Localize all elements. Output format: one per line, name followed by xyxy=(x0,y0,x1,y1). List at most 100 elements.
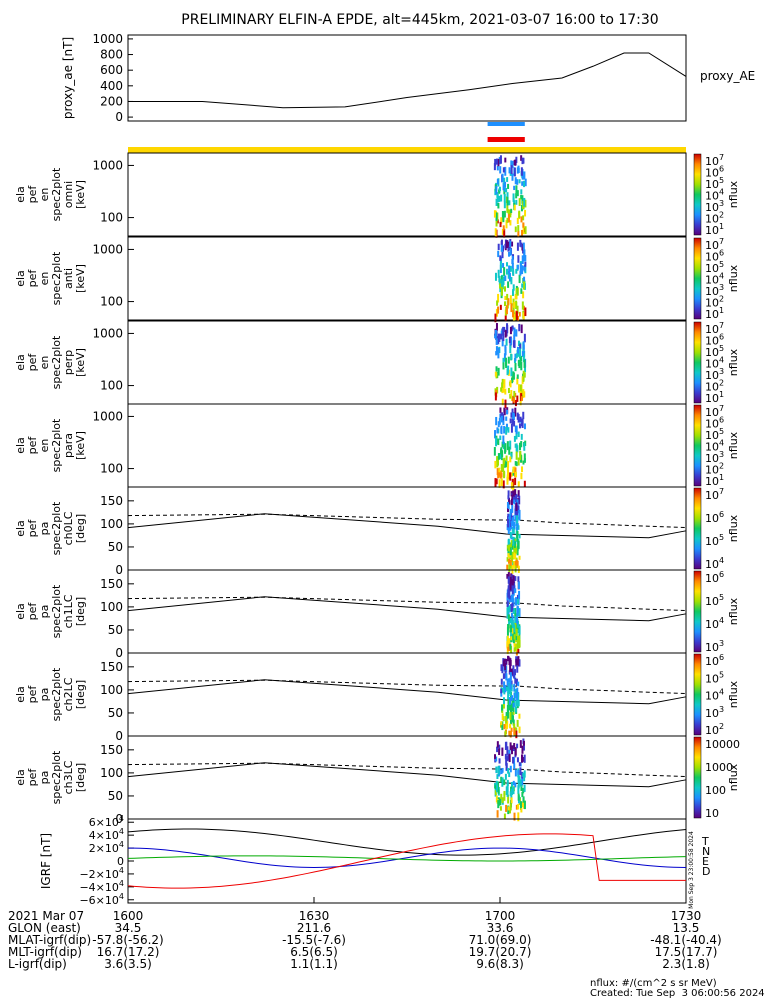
colorbar-tick-label: 106 xyxy=(705,570,724,585)
spectrogram-cell xyxy=(504,157,507,163)
spectrogram-cell xyxy=(501,713,504,721)
panel-ylabel-word: ch3LC xyxy=(62,760,75,794)
spectrogram-cell xyxy=(500,776,503,783)
panel-ytick-label: 100 xyxy=(100,683,123,697)
spectrogram-cell xyxy=(500,287,503,296)
spectrogram-cell xyxy=(517,225,520,232)
spectrogram-cell xyxy=(509,697,512,705)
panel-ylabel-word: ch1LC xyxy=(62,594,75,628)
spectrogram-cell xyxy=(502,716,505,722)
spectrogram-cell xyxy=(509,663,512,672)
igrf-legend-D: D xyxy=(702,865,710,878)
spectrogram-cell xyxy=(496,165,499,171)
spectrogram-cell xyxy=(506,611,509,619)
spectrogram-cell xyxy=(504,275,507,282)
proxy-ae-tick-label: 400 xyxy=(100,79,123,93)
spectrogram-cell xyxy=(522,291,525,299)
spectrogram-cell xyxy=(501,251,504,259)
colorbar-label: nflux xyxy=(727,680,740,708)
spectrogram-cell xyxy=(502,383,505,393)
spectrogram-cell xyxy=(493,447,496,456)
spectrogram-cell xyxy=(511,615,514,621)
anti-loss-cone-line xyxy=(127,762,687,778)
spectrogram-cell xyxy=(520,167,523,175)
spectrogram-cell xyxy=(511,602,514,611)
spectrogram-cell xyxy=(510,633,513,641)
igrf-N-series xyxy=(127,847,687,868)
spectrogram-cell xyxy=(504,730,507,737)
spectrogram-cell xyxy=(505,426,508,435)
spectrogram-cell xyxy=(511,593,514,601)
spectrogram-cell xyxy=(518,198,521,207)
spectrogram-cell xyxy=(516,346,519,354)
spectrogram-cell xyxy=(496,178,499,185)
spectrogram-cell xyxy=(523,276,526,282)
spectrogram-cell xyxy=(499,470,502,479)
spectrogram-cell xyxy=(509,531,512,539)
spectrogram-cell xyxy=(499,155,502,164)
spectrogram-cell xyxy=(522,281,525,290)
spectrogram-cell xyxy=(509,803,512,811)
spectrogram-cell xyxy=(510,612,513,617)
spectrogram-cell xyxy=(494,392,497,401)
spectrogram-cell xyxy=(511,668,514,677)
spectrogram-cell xyxy=(523,754,526,763)
spectrogram-cell xyxy=(503,813,506,820)
spectrogram-cell xyxy=(503,193,506,203)
spectrogram-cell xyxy=(515,634,518,641)
spectrogram-cell xyxy=(515,425,518,434)
spectrogram-cell xyxy=(509,547,512,556)
colorbar-tick-label: 101 xyxy=(705,473,724,488)
spectrogram-cell xyxy=(509,265,512,272)
spectrogram-cell xyxy=(522,227,525,235)
panel-ylabel-word: ela xyxy=(14,354,27,371)
spectrogram-cell xyxy=(522,740,525,746)
spectrogram-cell xyxy=(518,726,521,734)
spectrogram-cell xyxy=(523,197,526,207)
spectrogram-cell xyxy=(523,264,526,272)
spectrogram-cell xyxy=(509,617,512,623)
spectrogram-cell xyxy=(512,412,515,420)
spectrogram-cell xyxy=(520,204,523,212)
spectrogram-cell xyxy=(503,779,506,786)
spectrogram-cell xyxy=(496,774,499,779)
spectrogram-cell xyxy=(503,426,506,434)
spectrogram-cell xyxy=(522,460,525,465)
spectrogram-cell xyxy=(510,208,513,214)
spectrogram-cell xyxy=(512,313,515,322)
spectrogram-cell xyxy=(515,678,518,686)
spectrogram-cell xyxy=(507,806,510,811)
spectrogram-cell xyxy=(507,518,510,528)
spectrogram-cell xyxy=(499,255,502,261)
spectrogram-cell xyxy=(519,262,522,272)
spectrogram-cell xyxy=(515,547,518,554)
spectrogram-cell xyxy=(523,171,526,180)
spectrogram-cell xyxy=(509,456,512,463)
spectrogram-cell xyxy=(507,753,510,760)
panel-ylabel-word: ela xyxy=(14,437,27,454)
spectrogram-cell xyxy=(507,538,510,544)
spectrogram-cell xyxy=(524,261,527,267)
spectrogram-cell xyxy=(517,167,520,173)
colorbar xyxy=(693,321,702,404)
panel-ylabel-word: [keV] xyxy=(74,264,87,293)
spectrogram-cell xyxy=(516,598,519,604)
spectrogram-cell xyxy=(502,688,505,693)
colorbar-tick-label: 1000 xyxy=(705,761,733,774)
proxy-ae-series xyxy=(128,52,687,109)
colorbar xyxy=(693,237,702,320)
spectrogram-cell xyxy=(511,585,514,595)
spectrogram-cell xyxy=(509,643,512,650)
spectrogram-cell xyxy=(497,269,500,278)
spectrogram-cell xyxy=(509,418,512,424)
panel-frame xyxy=(127,236,687,321)
spectrogram-cell xyxy=(522,312,525,320)
spectrogram-cell xyxy=(497,472,500,479)
spectrogram-cell xyxy=(520,786,523,792)
spectrogram-cell xyxy=(507,528,510,535)
colorbar-tick-label: 102 xyxy=(705,722,724,737)
spectrogram-cell xyxy=(519,239,522,247)
spectrogram-cell xyxy=(513,561,516,569)
spectrogram-cell xyxy=(495,218,498,227)
spectrogram-cell xyxy=(513,692,516,701)
